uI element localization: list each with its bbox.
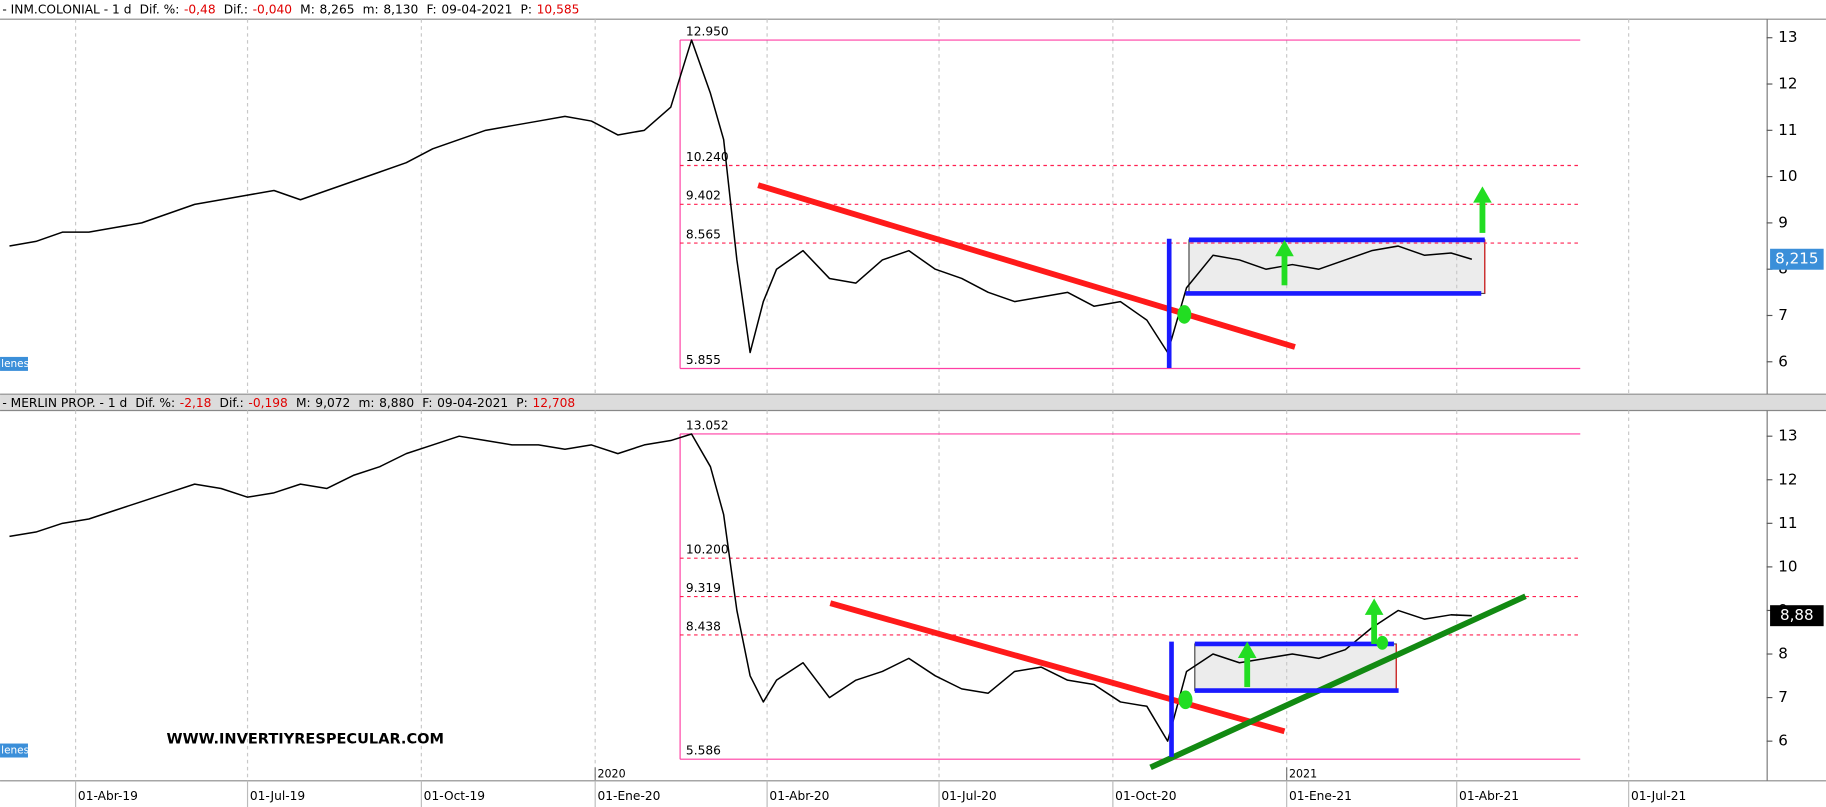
level-label: 13.052 <box>686 418 729 432</box>
breakout-dot <box>1376 635 1389 650</box>
stat-value: 09-04-2021 <box>437 395 508 409</box>
volume-tag-box <box>0 356 28 371</box>
level-label: 10.200 <box>686 543 729 557</box>
stat-value: 8,880 <box>379 395 414 409</box>
stat-label: M: <box>296 395 311 409</box>
instrument-name: - MERLIN PROP. - 1 d <box>2 395 127 409</box>
stat-value: -0,040 <box>253 2 292 16</box>
trend-line <box>829 600 1286 735</box>
stat-value: 9,072 <box>315 395 350 409</box>
stat-label: m: <box>363 2 379 16</box>
price-line <box>9 39 1473 354</box>
stat-value: 8,265 <box>320 2 355 16</box>
stat-value: 8,130 <box>383 2 418 16</box>
last-price-box <box>1770 605 1824 627</box>
range-box <box>1194 643 1397 692</box>
stat-label: Dif. %: <box>135 395 175 409</box>
x-tick-label: 01-Jul-21 <box>1631 789 1686 803</box>
y-tick-label: 13 <box>1778 427 1797 445</box>
range-box <box>1188 239 1486 295</box>
y-tick-label: 10 <box>1778 167 1797 185</box>
x-tick-label: 01-Jul-19 <box>250 789 305 803</box>
stat-label: P: <box>516 395 528 409</box>
stat-value: -0,48 <box>184 2 216 16</box>
stat-label: Dif.: <box>224 2 248 16</box>
breakout-dot <box>1178 690 1193 710</box>
level-label: 8.565 <box>686 227 721 241</box>
y-tick-label: 12 <box>1778 470 1797 488</box>
last-price-label: 8,215 <box>1775 250 1818 268</box>
y-tick-label: 13 <box>1778 28 1797 46</box>
y-tick-label: 11 <box>1778 514 1797 532</box>
price-line <box>9 433 1472 742</box>
year-label: 2021 <box>1289 767 1317 780</box>
panel-header: - MERLIN PROP. - 1 d Dif. %: -2,18 Dif.: -0,… <box>2 395 575 409</box>
level-label: 10.240 <box>686 150 729 164</box>
last-price-label: 8,88 <box>1780 606 1814 624</box>
arrow-head <box>1364 598 1384 615</box>
x-tick-label: 01-Jul-20 <box>941 789 996 803</box>
arrow-head <box>1275 239 1294 257</box>
stat-label: Dif. %: <box>140 2 180 16</box>
y-tick-label: 9 <box>1778 213 1788 231</box>
y-tick-label: 7 <box>1778 688 1788 706</box>
y-tick-label: 10 <box>1778 557 1797 575</box>
level-label: 9.402 <box>686 189 721 203</box>
stat-label: P: <box>521 2 533 16</box>
y-tick-label: 7 <box>1778 306 1788 324</box>
volume-tag: lenes <box>1 358 29 370</box>
level-label: 5.855 <box>686 353 721 367</box>
x-tick-label: 01-Ene-20 <box>598 789 661 803</box>
stat-label: F: <box>422 395 432 409</box>
panel-header-bar <box>0 394 1826 410</box>
drawings <box>757 182 1527 771</box>
stat-label: Dif.: <box>220 395 244 409</box>
stat-value: -2,18 <box>180 395 212 409</box>
y-tick-label: 11 <box>1778 121 1797 139</box>
stat-value: 10,585 <box>537 2 580 16</box>
stat-label: M: <box>300 2 315 16</box>
y-tick-label: 12 <box>1778 75 1797 93</box>
x-tick-label: 01-Abr-21 <box>1459 789 1519 803</box>
x-tick-label: 01-Abr-20 <box>769 789 829 803</box>
volume-tag: lenes <box>1 745 29 757</box>
x-tick-label: 01-Oct-19 <box>424 789 485 803</box>
y-tick-label: 6 <box>1778 352 1788 370</box>
y-tick-label: 6 <box>1778 732 1788 750</box>
instrument-name: - INM.COLONIAL - 1 d <box>2 2 131 16</box>
breakout-dot <box>1177 305 1192 324</box>
volume-tag-box <box>0 743 28 758</box>
year-label: 2020 <box>598 767 626 780</box>
level-label: 12.950 <box>686 24 729 38</box>
arrow-head <box>1473 186 1492 203</box>
y-tick-label: 8 <box>1778 645 1788 663</box>
stat-label: m: <box>358 395 374 409</box>
level-label: 9.319 <box>686 581 721 595</box>
stat-value: 09-04-2021 <box>441 2 512 16</box>
level-label: 5.586 <box>686 744 721 758</box>
stat-value: -0,198 <box>248 395 287 409</box>
stat-label: F: <box>426 2 436 16</box>
level-label: 8.438 <box>686 619 721 633</box>
arrow-head <box>1237 641 1257 658</box>
x-tick-label: 01-Oct-20 <box>1115 789 1176 803</box>
stat-value: 12,708 <box>532 395 575 409</box>
x-tick-label: 01-Ene-21 <box>1289 789 1352 803</box>
trend-line <box>757 182 1296 350</box>
watermark: WWW.INVERTIYRESPECULAR.COM <box>167 730 444 747</box>
support-line <box>1149 593 1527 771</box>
x-tick-label: 01-Abr-19 <box>78 789 138 803</box>
panel-header: - INM.COLONIAL - 1 d Dif. %: -0,48 Dif.: -0,… <box>2 2 579 16</box>
last-price-box <box>1770 248 1824 270</box>
